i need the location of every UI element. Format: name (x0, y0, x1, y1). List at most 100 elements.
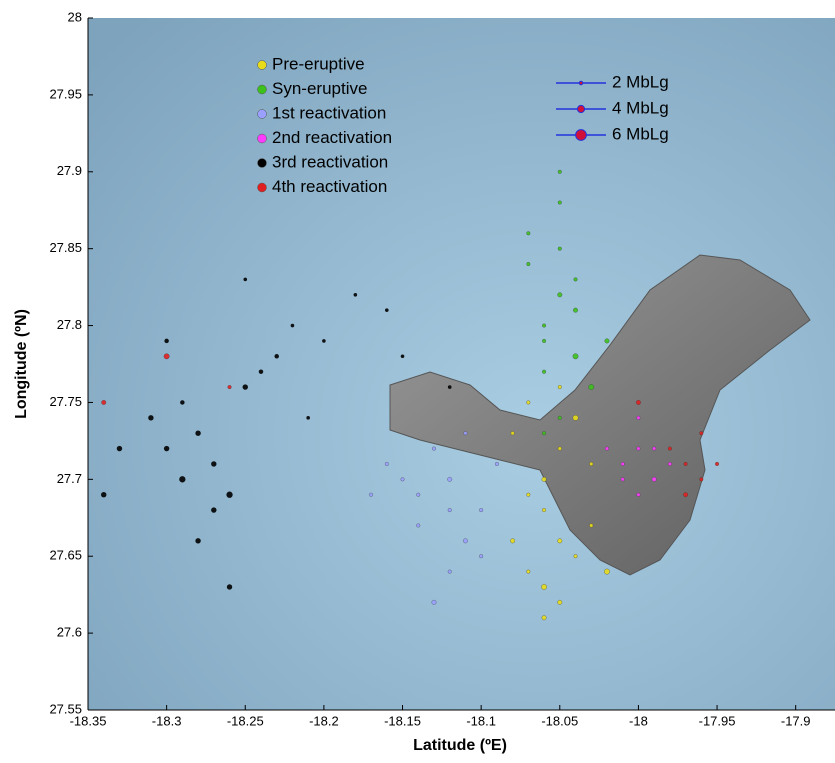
quake (558, 447, 562, 451)
quake (605, 339, 610, 344)
quake (448, 385, 452, 389)
quake (432, 600, 437, 605)
legend-marker (258, 134, 267, 143)
quake (101, 400, 106, 405)
legend-marker (258, 61, 267, 70)
x-tick-label: -18 (629, 713, 648, 728)
quake (637, 416, 641, 420)
quake (117, 446, 122, 451)
legend-label: Pre-eruptive (272, 54, 365, 73)
quake (558, 385, 562, 389)
y-tick-label: 27.6 (57, 625, 82, 640)
x-tick-label: -18.3 (152, 713, 182, 728)
quake (558, 600, 563, 605)
quake (700, 478, 704, 482)
quake (195, 431, 200, 436)
quake (369, 493, 373, 497)
size-legend-label: 4 MbLg (612, 98, 669, 117)
quake (558, 416, 562, 420)
quake (322, 339, 326, 343)
y-tick-label: 27.95 (49, 86, 82, 101)
quake (527, 493, 531, 497)
quake (652, 447, 656, 451)
legend-label: Syn-eruptive (272, 79, 367, 98)
quake (385, 308, 389, 312)
x-axis-label: Latitude (ºE) (413, 737, 507, 754)
y-tick-label: 27.55 (49, 701, 82, 716)
quake (291, 324, 295, 328)
quake (637, 447, 641, 451)
quake (164, 339, 169, 344)
legend-marker (258, 183, 267, 192)
quake (211, 461, 216, 466)
quake (684, 462, 688, 466)
quake (227, 584, 232, 589)
x-tick-label: -17.9 (781, 713, 811, 728)
quake (385, 462, 389, 466)
quake (621, 462, 625, 466)
quake (527, 231, 531, 235)
y-tick-label: 27.9 (57, 163, 82, 178)
legend-marker (258, 159, 267, 168)
x-tick-label: -18.2 (309, 713, 339, 728)
x-tick-label: -18.25 (227, 713, 264, 728)
quake (479, 554, 483, 558)
quake (542, 431, 546, 435)
legend-marker (258, 85, 267, 94)
size-legend-label: 2 MbLg (612, 72, 669, 91)
quake (195, 538, 200, 543)
quake (558, 539, 563, 544)
quake (683, 492, 688, 497)
legend-marker (258, 110, 267, 119)
quake (621, 478, 625, 482)
quake (636, 400, 641, 405)
quake (243, 384, 248, 389)
quake (652, 477, 657, 482)
y-tick-label: 27.75 (49, 394, 82, 409)
quake (416, 493, 420, 497)
quake (464, 431, 468, 435)
size-legend-marker (579, 81, 583, 85)
quake (211, 507, 216, 512)
quake (668, 447, 672, 451)
quake (527, 401, 531, 405)
quake (574, 278, 578, 282)
quake (558, 201, 562, 205)
y-tick-label: 27.7 (57, 471, 82, 486)
quake (511, 431, 515, 435)
quake (573, 354, 578, 359)
legend-label: 2nd reactivation (272, 128, 392, 147)
quake (558, 170, 562, 174)
quake (416, 524, 420, 528)
quake (573, 415, 578, 420)
quake (274, 354, 279, 359)
quake (589, 384, 594, 389)
quake (243, 278, 247, 282)
quake (354, 293, 358, 297)
legend-label: 3rd reactivation (272, 152, 388, 171)
quake (226, 492, 232, 498)
quake (148, 415, 153, 420)
y-tick-label: 27.65 (49, 548, 82, 563)
quake (527, 570, 531, 574)
x-tick-label: -18.05 (541, 713, 578, 728)
legend-label: 1st reactivation (272, 103, 386, 122)
quake (495, 462, 499, 466)
quake (573, 308, 578, 313)
y-axis-label: Longitude (ºN) (13, 309, 30, 419)
quake (605, 447, 609, 451)
quake (637, 493, 641, 497)
x-tick-label: -18.1 (466, 713, 496, 728)
quake (542, 370, 546, 374)
quake (448, 570, 452, 574)
quake (259, 369, 264, 374)
quake (164, 446, 169, 451)
quake (510, 539, 515, 544)
quake (542, 339, 546, 343)
quake (715, 462, 719, 466)
quake (101, 492, 106, 497)
quake (447, 477, 452, 482)
x-tick-label: -17.95 (699, 713, 736, 728)
quake (574, 554, 578, 558)
quake (604, 569, 609, 574)
